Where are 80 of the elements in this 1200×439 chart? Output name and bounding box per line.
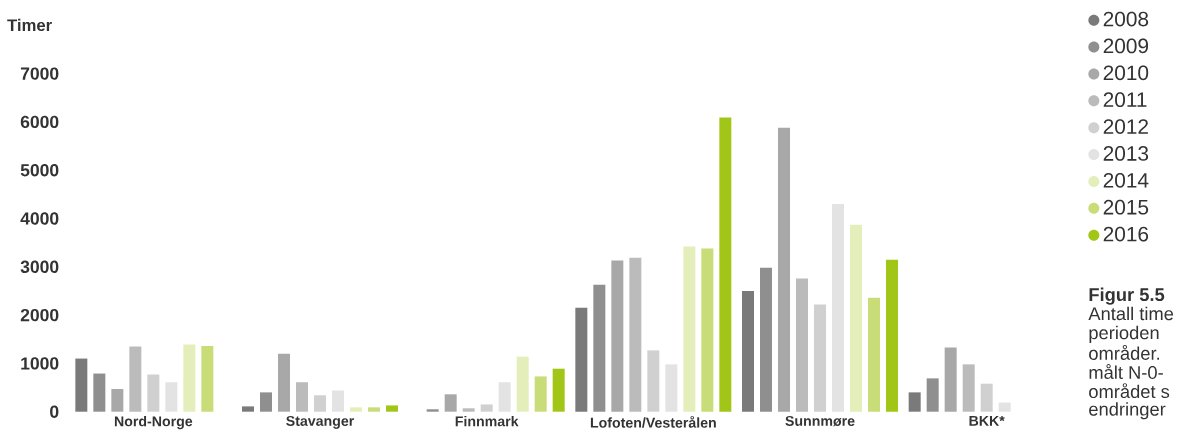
bar: [111, 389, 124, 412]
bar: [719, 117, 732, 412]
legend-label: 2016: [1103, 226, 1149, 242]
bar: [368, 407, 381, 412]
bar: [296, 382, 309, 412]
y-tick-label: 6000: [20, 115, 59, 129]
bar: [760, 267, 773, 412]
x-tick-label: Sunnmøre: [785, 415, 855, 427]
bar: [350, 407, 363, 412]
legend-label: 2013: [1103, 146, 1149, 161]
text: endringer: [1089, 402, 1166, 420]
bar: [183, 344, 196, 412]
bar: [498, 382, 511, 412]
bar: [980, 383, 993, 412]
bar: [534, 376, 547, 412]
text: Antall time: [1088, 306, 1174, 321]
bar: [552, 368, 565, 412]
x-tick-label: Lofoten/Vesterålen: [590, 415, 716, 428]
bar: [629, 257, 642, 412]
bar: [386, 405, 399, 412]
y-tick-label: 7000: [20, 67, 59, 80]
bar: [962, 364, 975, 412]
bar: [665, 364, 678, 412]
bar: [647, 350, 660, 412]
bar: [278, 353, 291, 412]
bar: [314, 395, 327, 412]
bar: [814, 304, 827, 412]
y-tick-label: 2000: [20, 308, 59, 322]
bar: [480, 404, 493, 412]
bar: [886, 259, 899, 412]
bar: [611, 260, 624, 412]
bar: [683, 246, 696, 412]
bar: [93, 373, 106, 412]
y-tick-label: 1000: [21, 357, 59, 370]
bar: [75, 358, 88, 412]
bar: [778, 127, 791, 412]
legend-label: 2014: [1103, 172, 1149, 188]
bar: [516, 356, 529, 412]
y-tick-label: 0: [50, 405, 59, 418]
bar: [462, 408, 475, 412]
bar: [129, 346, 142, 412]
x-tick-label: Nord-Norge: [114, 415, 193, 430]
bar: [926, 378, 939, 412]
legend-label: 2010: [1103, 65, 1149, 81]
bar: [742, 290, 755, 412]
legend-label: 2009: [1103, 38, 1149, 54]
x-tick-label: Stavanger: [286, 415, 355, 429]
bar: [242, 406, 255, 412]
bar: [165, 382, 178, 412]
text: perioden: [1089, 325, 1159, 343]
bar: [998, 402, 1011, 412]
bar: [201, 346, 214, 412]
bar: [850, 224, 863, 412]
text: områder.: [1089, 344, 1160, 360]
y-axis-title: Timer: [7, 18, 52, 32]
bar: [147, 374, 160, 412]
legend-label: 2008: [1103, 11, 1149, 27]
legend-label: 2012: [1103, 119, 1148, 134]
y-tick-label: 5000: [20, 164, 59, 177]
bar: [908, 392, 921, 412]
x-tick-label: BKK*: [969, 415, 1005, 426]
bar: [796, 278, 809, 412]
y-tick-label: 4000: [20, 212, 59, 225]
y-tick-label: 3000: [20, 260, 59, 274]
bar: [944, 347, 957, 412]
text: målt N-0-: [1089, 364, 1163, 379]
x-tick-label: Finnmark: [455, 415, 519, 427]
bar: [868, 297, 881, 412]
bar: [426, 409, 439, 412]
legend-label: 2011: [1103, 92, 1147, 108]
bar: [701, 248, 714, 412]
legend-label: 2015: [1103, 199, 1149, 215]
bar: [332, 390, 345, 412]
text: området s: [1089, 383, 1170, 399]
text: Figur 5.5: [1089, 287, 1165, 305]
bar: [593, 284, 606, 412]
bar: [260, 392, 272, 412]
bar: [832, 204, 845, 412]
bar: [444, 394, 457, 412]
bar: [575, 307, 588, 412]
